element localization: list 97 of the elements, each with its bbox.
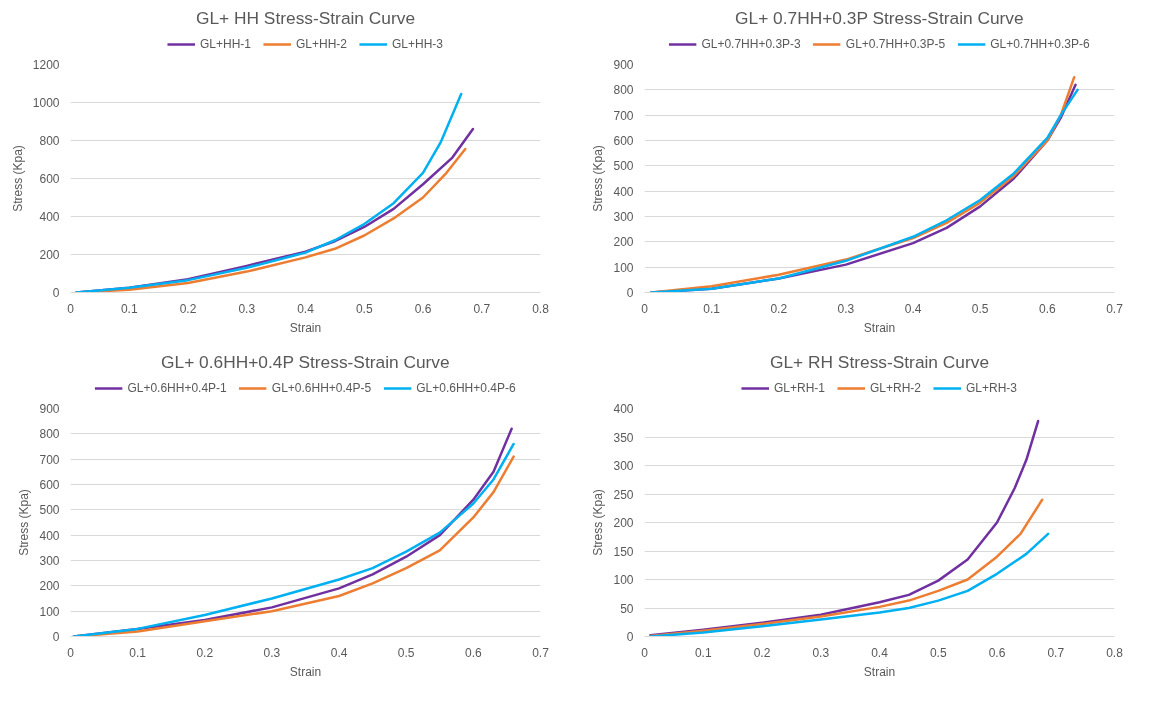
y-tick-label: 0: [52, 286, 60, 300]
line-series: [75, 92, 463, 293]
y-tick-label: 300: [39, 554, 60, 568]
y-tick-label: 1200: [32, 58, 60, 72]
legend-label: GL+HH-1: [199, 37, 251, 51]
y-tick-label: 100: [613, 260, 634, 275]
y-tick-label: 250: [613, 487, 634, 502]
x-tick-label: 0.3: [812, 645, 830, 660]
y-tick-label: 500: [39, 503, 60, 518]
y-tick-label: 300: [613, 210, 634, 224]
y-tick-label: 900: [39, 402, 60, 416]
x-tick-label: 0.2: [196, 645, 214, 660]
y-tick-label: 400: [613, 402, 634, 416]
y-tick-label: 300: [613, 459, 634, 473]
x-axis-title: Strain: [863, 320, 896, 335]
x-tick-label: 0.7: [1047, 645, 1065, 660]
legend-label: GL+RH-3: [966, 381, 1018, 395]
x-tick-label: 0.5: [397, 645, 415, 660]
chart-title: GL+ 0.6HH+0.4P Stress-Strain Curve: [161, 351, 450, 372]
x-axis-title: Strain: [863, 664, 896, 679]
y-tick-label: 0: [626, 630, 634, 644]
x-tick-label: 0.2: [770, 301, 788, 316]
y-tick-label: 1000: [32, 96, 60, 110]
y-tick-label: 0: [52, 630, 60, 644]
legend-label: GL+0.6HH+0.4P-6: [416, 381, 516, 395]
x-tick-label: 0.1: [129, 645, 147, 660]
legend-label: GL+0.6HH+0.4P-5: [271, 381, 372, 395]
x-tick-label: 0.2: [179, 301, 197, 316]
y-tick-label: 200: [613, 516, 634, 530]
x-tick-label: 0.8: [532, 301, 550, 316]
x-tick-label: 0.5: [971, 301, 989, 316]
y-tick-label: 800: [613, 83, 634, 98]
x-tick-label: 0.3: [837, 301, 855, 316]
y-tick-label: 600: [39, 172, 60, 186]
y-tick-label: 500: [613, 159, 634, 174]
x-tick-label: 0.4: [330, 645, 348, 660]
y-axis-title: Stress (Kpa): [10, 145, 25, 212]
x-tick-label: 0.1: [694, 645, 712, 660]
y-tick-label: 100: [39, 604, 60, 619]
x-tick-label: 0.6: [988, 645, 1006, 660]
line-series: [649, 532, 1050, 637]
legend-label: GL+0.7HH+0.3P-6: [990, 37, 1090, 51]
y-tick-label: 200: [39, 248, 60, 262]
y-tick-label: 600: [39, 478, 60, 492]
y-axis-title: Stress (Kpa): [591, 489, 606, 556]
y-tick-label: 400: [613, 184, 634, 199]
chart-title: GL+ 0.7HH+0.3P Stress-Strain Curve: [735, 7, 1024, 28]
x-tick-label: 0.7: [1106, 301, 1124, 316]
x-tick-label: 0.3: [238, 301, 256, 316]
y-tick-label: 800: [39, 134, 60, 148]
line-series: [649, 498, 1044, 637]
y-tick-label: 700: [613, 108, 634, 123]
x-tick-label: 0: [67, 301, 75, 316]
x-tick-label: 0.1: [703, 301, 721, 316]
legend-label: GL+0.6HH+0.4P-1: [127, 381, 227, 395]
legend-label: GL+RH-2: [869, 381, 922, 395]
y-tick-label: 900: [613, 58, 634, 72]
legend-label: GL+RH-1: [773, 381, 825, 395]
y-tick-label: 400: [39, 210, 60, 224]
x-tick-label: 0.5: [355, 301, 373, 316]
x-tick-label: 0.2: [753, 645, 771, 660]
y-tick-label: 200: [613, 235, 634, 250]
y-tick-label: 150: [613, 544, 634, 559]
y-tick-label: 800: [39, 427, 60, 442]
y-tick-label: 200: [39, 579, 60, 594]
y-tick-label: 0: [626, 286, 634, 300]
x-tick-label: 0.6: [1039, 301, 1057, 316]
x-tick-label: 0.4: [297, 301, 315, 316]
x-tick-label: 0.3: [263, 645, 281, 660]
x-tick-label: 0: [641, 645, 649, 660]
x-tick-label: 0.5: [929, 645, 947, 660]
y-axis-title: Stress (Kpa): [17, 489, 32, 556]
x-axis-title: Strain: [289, 664, 322, 679]
x-tick-label: 0.1: [120, 301, 138, 316]
x-tick-label: 0.4: [904, 301, 922, 316]
x-tick-label: 0.4: [871, 645, 889, 660]
x-tick-label: 0.7: [532, 645, 550, 660]
legend-label: GL+0.7HH+0.3P-3: [701, 37, 801, 51]
x-axis-title: Strain: [289, 320, 322, 335]
x-tick-label: 0.7: [473, 301, 491, 316]
x-tick-label: 0.6: [414, 301, 432, 316]
y-tick-label: 600: [613, 134, 634, 148]
legend-label: GL+HH-2: [295, 37, 348, 51]
y-tick-label: 50: [620, 601, 634, 616]
x-tick-label: 0: [67, 645, 75, 660]
x-tick-label: 0.8: [1106, 645, 1124, 660]
y-axis-title: Stress (Kpa): [591, 145, 606, 212]
chart-title: GL+ HH Stress-Strain Curve: [195, 7, 416, 28]
chart-title: GL+ RH Stress-Strain Curve: [769, 351, 990, 372]
y-tick-label: 100: [613, 573, 634, 587]
y-tick-label: 350: [613, 430, 634, 445]
y-tick-label: 400: [39, 528, 60, 543]
y-tick-label: 700: [39, 452, 60, 467]
legend-label: GL+HH-3: [392, 37, 444, 51]
x-tick-label: 0: [641, 301, 649, 316]
x-tick-label: 0.6: [465, 645, 483, 660]
legend-label: GL+0.7HH+0.3P-5: [845, 37, 946, 51]
